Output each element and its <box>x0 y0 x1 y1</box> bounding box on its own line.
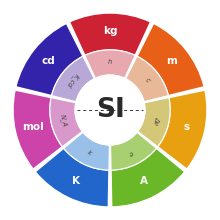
Circle shape <box>75 75 145 145</box>
Wedge shape <box>64 132 109 170</box>
Wedge shape <box>158 90 207 169</box>
Wedge shape <box>85 50 135 78</box>
Text: K_cd: K_cd <box>65 72 80 89</box>
Text: h: h <box>108 59 112 66</box>
Text: c: c <box>144 77 151 84</box>
Text: A: A <box>140 176 148 186</box>
Wedge shape <box>138 98 170 147</box>
Text: N_A: N_A <box>59 114 68 128</box>
Wedge shape <box>111 148 185 207</box>
Wedge shape <box>52 56 94 102</box>
Wedge shape <box>111 132 156 170</box>
Text: cd: cd <box>42 56 55 66</box>
Wedge shape <box>137 23 204 96</box>
Wedge shape <box>13 90 62 169</box>
Text: mol: mol <box>22 123 44 132</box>
Text: k: k <box>86 149 92 156</box>
Wedge shape <box>50 98 82 147</box>
Text: kg: kg <box>103 26 117 37</box>
Text: K: K <box>72 176 80 186</box>
Wedge shape <box>35 148 109 207</box>
Text: s: s <box>183 123 190 132</box>
Wedge shape <box>16 23 83 96</box>
Wedge shape <box>126 56 168 102</box>
Wedge shape <box>70 13 150 55</box>
Text: SI: SI <box>96 97 124 123</box>
Text: m: m <box>166 56 177 66</box>
Text: e: e <box>127 149 134 156</box>
Text: Δν: Δν <box>152 116 160 125</box>
